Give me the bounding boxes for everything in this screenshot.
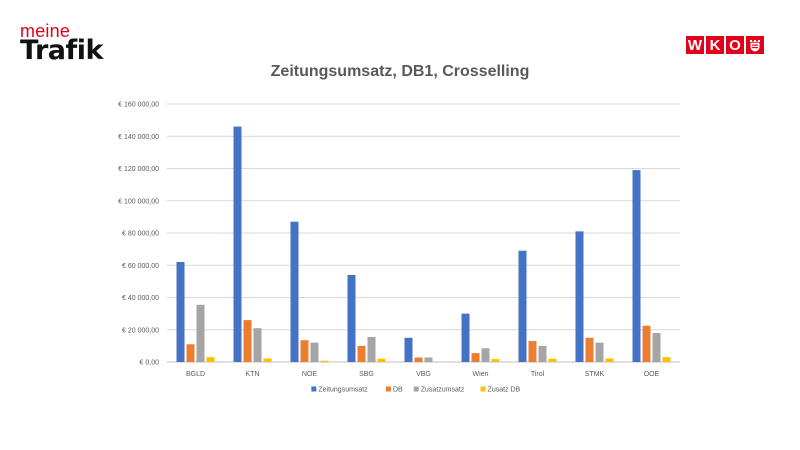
bar bbox=[595, 342, 604, 362]
bar bbox=[642, 325, 651, 362]
y-tick-label: € 100 000,00 bbox=[118, 198, 159, 205]
x-tick-label: Wien bbox=[473, 371, 489, 378]
x-tick-label: VBG bbox=[416, 371, 431, 378]
y-tick-label: € 40 000,00 bbox=[122, 295, 159, 302]
bar bbox=[518, 250, 527, 362]
y-tick-label: € 60 000,00 bbox=[122, 263, 159, 270]
y-tick-label: € 140 000,00 bbox=[118, 134, 159, 141]
bar bbox=[310, 342, 319, 362]
y-tick-label: € 20 000,00 bbox=[122, 327, 159, 334]
x-tick-label: BGLD bbox=[186, 371, 205, 378]
bar bbox=[367, 337, 376, 362]
bar bbox=[347, 274, 356, 362]
logo-trafik-text: Trafik bbox=[20, 35, 103, 66]
bar bbox=[300, 340, 309, 362]
legend-swatch bbox=[480, 386, 486, 392]
bar bbox=[662, 357, 671, 362]
legend-swatch bbox=[311, 386, 317, 392]
wko-logo: W K O bbox=[686, 36, 764, 54]
bar bbox=[548, 358, 557, 362]
legend-label: DB bbox=[393, 387, 403, 394]
bar bbox=[471, 353, 480, 362]
bar bbox=[357, 345, 366, 362]
legend-swatch bbox=[385, 386, 391, 392]
x-tick-label: SBG bbox=[359, 371, 374, 378]
legend-swatch bbox=[413, 386, 419, 392]
x-tick-label: KTN bbox=[246, 371, 260, 378]
meine-trafik-logo: meine Trafik bbox=[20, 22, 103, 64]
x-tick-label: STMK bbox=[585, 371, 605, 378]
bar bbox=[290, 221, 299, 362]
bar bbox=[481, 348, 490, 362]
bar bbox=[253, 328, 262, 362]
bar bbox=[632, 170, 641, 362]
bar bbox=[528, 341, 537, 362]
y-tick-label: € 80 000,00 bbox=[122, 231, 159, 238]
bar bbox=[491, 359, 500, 362]
y-tick-label: € 120 000,00 bbox=[118, 166, 159, 173]
wko-letter-w: W bbox=[686, 36, 704, 54]
bar bbox=[243, 320, 252, 362]
bar bbox=[424, 357, 433, 362]
legend-label: Zusatz DB bbox=[488, 387, 521, 394]
wko-letter-o: O bbox=[726, 36, 744, 54]
y-tick-label: € 0,00 bbox=[140, 360, 160, 367]
bar bbox=[414, 357, 423, 362]
wko-letter-k: K bbox=[706, 36, 724, 54]
bar bbox=[176, 262, 185, 362]
y-tick-label: € 160 000,00 bbox=[118, 102, 159, 109]
bar bbox=[186, 344, 195, 362]
wko-crest-icon bbox=[746, 36, 764, 54]
bar bbox=[585, 337, 594, 362]
x-tick-label: NOE bbox=[302, 371, 318, 378]
bar bbox=[652, 332, 661, 362]
chart-title: Zeitungsumsatz, DB1, Crosselling bbox=[270, 63, 530, 80]
bar bbox=[263, 358, 272, 362]
logo-meine-text: meine bbox=[20, 21, 71, 41]
bar bbox=[206, 357, 215, 362]
x-tick-label: Tirol bbox=[531, 371, 545, 378]
x-tick-label: OOE bbox=[644, 371, 660, 378]
legend-label: Zeitungsumsatz bbox=[318, 387, 368, 394]
legend-label: Zusatzumsatz bbox=[421, 387, 465, 394]
bar bbox=[377, 358, 386, 362]
bar bbox=[575, 231, 584, 362]
bar bbox=[605, 358, 614, 362]
bar bbox=[461, 313, 470, 362]
bar bbox=[320, 360, 329, 362]
bar bbox=[538, 345, 547, 362]
bar bbox=[404, 337, 413, 362]
bar bbox=[233, 126, 242, 362]
bar bbox=[196, 304, 205, 362]
